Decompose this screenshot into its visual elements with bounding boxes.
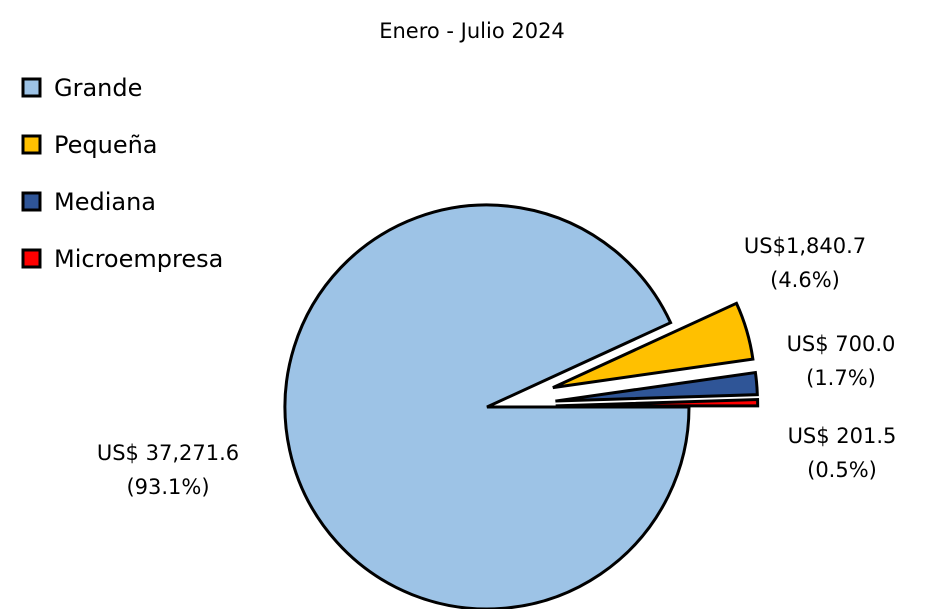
data-label-value-pequena: US$1,840.7 — [744, 234, 866, 258]
data-label-percent-pequena: (4.6%) — [770, 268, 840, 292]
data-label-percent-mediana: (1.7%) — [806, 366, 876, 390]
legend-swatch-pequena — [21, 134, 42, 155]
legend-label-pequena: Pequeña — [54, 131, 158, 159]
legend-swatch-microempresa — [21, 248, 42, 269]
pie-slice-mediana — [555, 370, 759, 403]
pie-slice-pequena — [552, 301, 755, 390]
legend-label-grande: Grande — [54, 74, 142, 102]
data-label-value-mediana: US$ 700.0 — [787, 332, 896, 356]
legend-swatch-mediana — [21, 191, 42, 212]
data-label-value-grande: US$ 37,271.6 — [97, 441, 239, 465]
data-labels: US$ 37,271.6 (93.1%) US$1,840.7 (4.6%) US$ 7… — [97, 234, 897, 499]
legend: Grande Pequeña Mediana Microempresa — [21, 74, 223, 273]
pie-slice-grande — [283, 203, 691, 609]
legend-label-microempresa: Microempresa — [54, 245, 223, 273]
data-label-value-microempresa: US$ 201.5 — [788, 424, 897, 448]
pie-slices — [283, 203, 760, 609]
legend-label-mediana: Mediana — [54, 188, 156, 216]
legend-swatch-grande — [21, 77, 42, 98]
pie-slice-microempresa — [555, 397, 760, 408]
data-label-percent-grande: (93.1%) — [126, 475, 209, 499]
data-label-percent-microempresa: (0.5%) — [807, 458, 877, 482]
chart-title: Enero - Julio 2024 — [379, 19, 565, 43]
